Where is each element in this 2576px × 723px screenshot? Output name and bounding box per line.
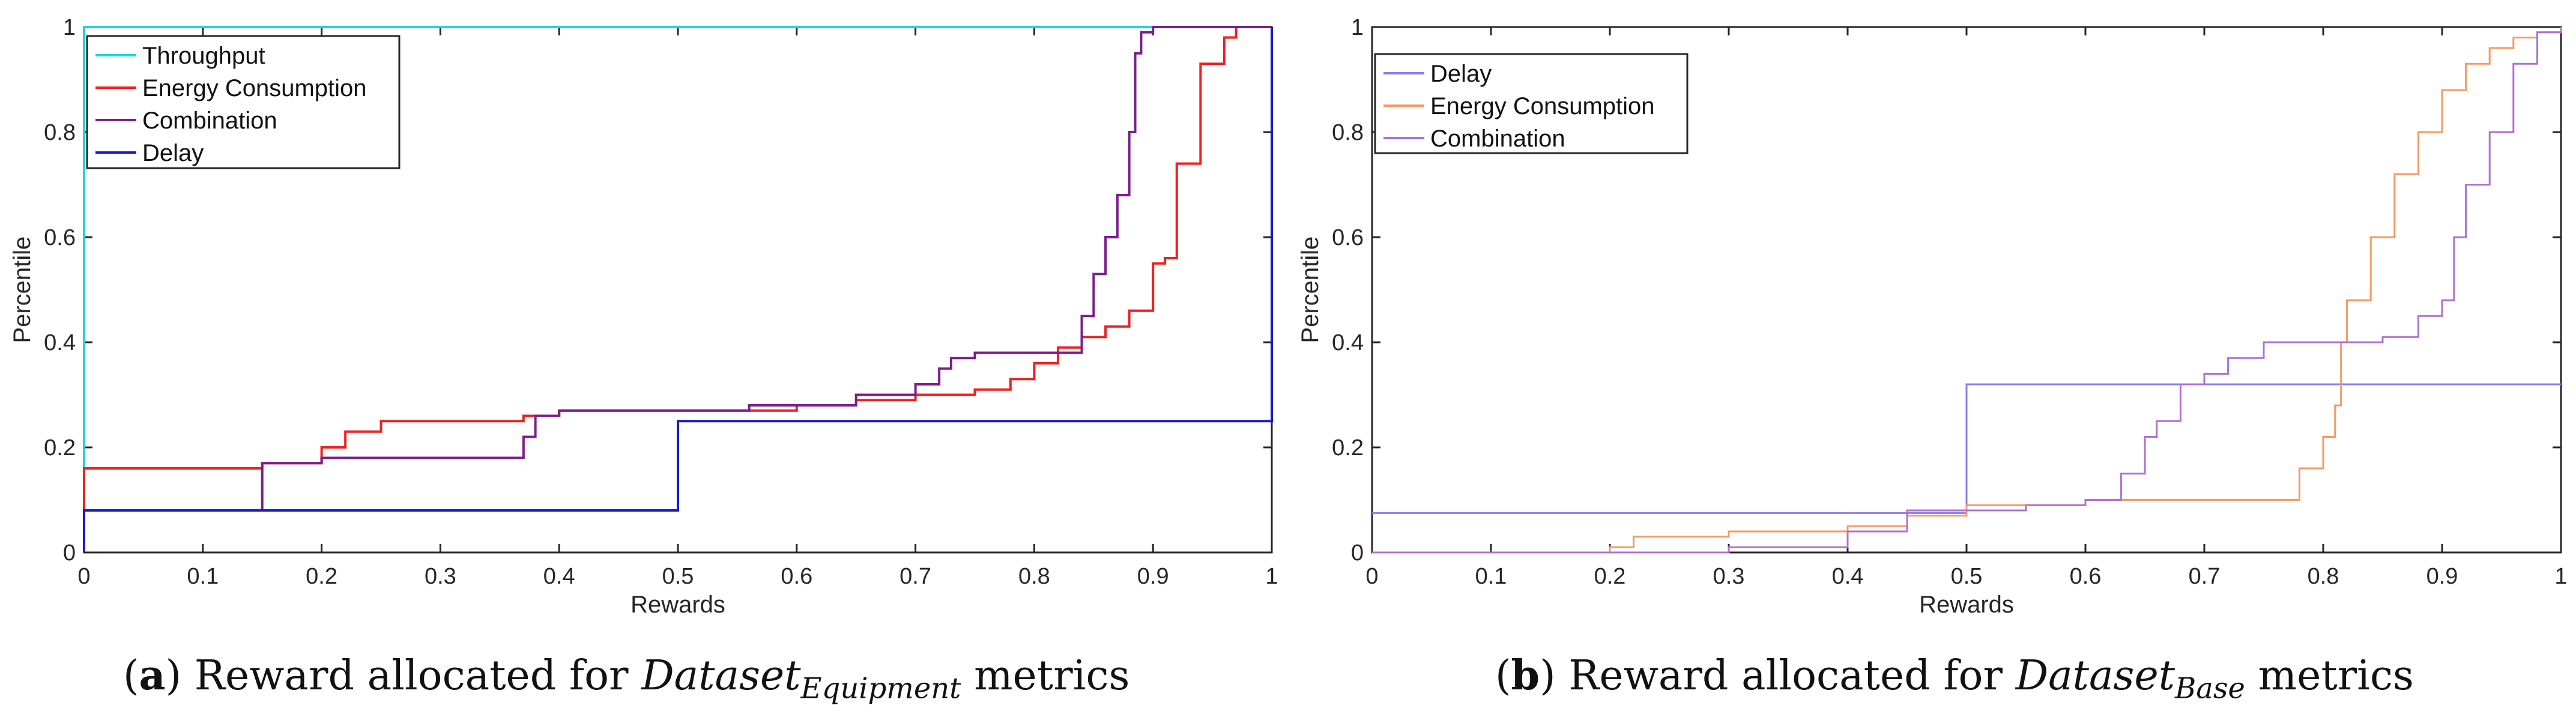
x-tick-label: 1	[2554, 564, 2567, 589]
x-tick-label: 0	[1365, 564, 1378, 589]
x-tick-label: 0.4	[543, 564, 575, 589]
y-tick-label: 0.6	[1332, 225, 1364, 250]
legend-box	[86, 35, 401, 169]
legend: Throughput Energy Consumption Combination D…	[86, 35, 401, 169]
y-tick-label: 0.2	[1332, 435, 1364, 461]
legend-entry: Throughput	[142, 43, 265, 69]
x-tick-label: 0.3	[1713, 564, 1745, 589]
y-tick-label: 0.2	[44, 435, 76, 461]
y-axis-label: Percentile	[1297, 237, 1323, 343]
y-tick-label: 0.8	[1332, 120, 1364, 145]
y-tick-label: 0.6	[44, 225, 76, 250]
y-tick-label: 0.4	[44, 330, 76, 355]
x-tick-label: 0.1	[187, 564, 219, 589]
x-tick-label: 0	[77, 564, 90, 589]
series-line-delay	[83, 27, 1273, 552]
x-tick-label: 0.6	[2070, 564, 2102, 589]
x-tick-label: 0.2	[1594, 564, 1626, 589]
series-line-energy-consumption	[83, 26, 1272, 552]
x-tick-label: 0.9	[1137, 564, 1169, 589]
series-line-combination	[83, 26, 1272, 552]
x-tick-label: 0.5	[662, 564, 694, 589]
y-tick-label: 0	[63, 540, 76, 566]
x-tick-label: 0.6	[781, 564, 812, 589]
y-tick-label: 0.4	[1332, 330, 1364, 355]
legend-entry: Combination	[142, 107, 277, 134]
x-tick-label: 0.8	[2308, 564, 2339, 589]
y-axis-label: Percentile	[9, 237, 35, 343]
chart-a: 0 0.1 0.2 0.3 0.4 0.5 0.6 0.7 0.8 0.9 1 0 0.2 0.4 0.6 0…	[9, 15, 1278, 618]
chart-b: 0 0.1 0.2 0.3 0.4 0.5 0.6 0.7 0.8 0.9 1 0 0.2 0.4 0.6 0…	[1297, 15, 2568, 618]
legend: Delay Energy Consumption Combination	[1374, 53, 1689, 154]
x-axis-label: Rewards	[630, 591, 725, 618]
series-line-delay	[1372, 383, 2561, 514]
x-tick-label: 1	[1265, 564, 1278, 589]
y-tick-label: 0	[1351, 540, 1364, 566]
x-tick-label: 0.9	[2426, 564, 2458, 589]
legend-entry: Delay	[1430, 61, 1492, 87]
x-tick-label: 0.7	[899, 564, 931, 589]
x-tick-label: 0.2	[306, 564, 337, 589]
caption-b: (b) Reward allocated for DatasetBase met…	[1495, 652, 2414, 706]
series-line-combination	[1372, 27, 2562, 554]
series-line-energy-consumption	[1372, 31, 2561, 554]
x-tick-label: 0.1	[1475, 564, 1507, 589]
x-tick-label: 0.7	[2189, 564, 2221, 589]
legend-entry: Combination	[1430, 126, 1565, 152]
y-tick-label: 0.8	[44, 120, 76, 145]
x-tick-label: 0.8	[1018, 564, 1050, 589]
x-tick-label: 0.4	[1832, 564, 1864, 589]
legend-entry: Energy Consumption	[1430, 93, 1655, 119]
x-axis-label: Rewards	[1919, 591, 2014, 618]
legend-entry: Delay	[142, 140, 204, 166]
caption-a: (a) Reward allocated for DatasetEquipmen…	[123, 652, 1130, 706]
x-tick-label: 0.3	[425, 564, 456, 589]
x-tick-label: 0.5	[1951, 564, 1983, 589]
y-tick-label: 1	[1351, 15, 1364, 40]
legend-box	[1374, 53, 1689, 154]
legend-entry: Energy Consumption	[142, 75, 367, 101]
y-tick-label: 1	[63, 15, 76, 40]
